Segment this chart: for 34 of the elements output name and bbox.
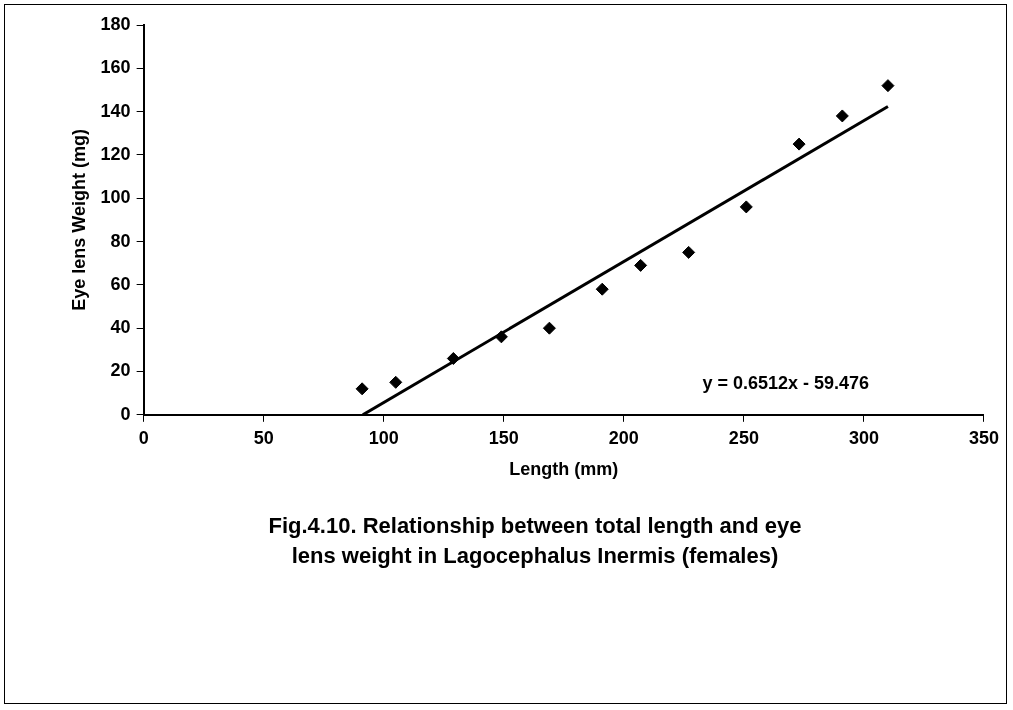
- x-axis-title: Length (mm): [509, 459, 619, 480]
- y-tick-label: 160: [100, 57, 131, 78]
- y-tick-label: 40: [110, 317, 131, 338]
- point: [355, 382, 369, 396]
- x-tick-label: 350: [968, 427, 1000, 448]
- x-tick-label: 200: [608, 427, 639, 448]
- y-tick-label: 140: [100, 100, 131, 121]
- point: [595, 282, 609, 296]
- y-tick-label: 20: [110, 360, 131, 381]
- point: [634, 258, 648, 272]
- point: [542, 321, 556, 335]
- point: [881, 79, 895, 93]
- x-tick-label: 0: [138, 427, 149, 448]
- y-tick-label: 120: [100, 143, 131, 164]
- x-tick-label: 150: [488, 427, 519, 448]
- y-axis-title: Eye lens Weight (mg): [68, 129, 89, 311]
- point: [446, 352, 460, 365]
- point: [792, 137, 806, 151]
- caption: Fig.4.10. Relationship between total length and eye lens weight in Lagocephalus Inermis (females): [267, 512, 803, 570]
- y-tick-label: 100: [100, 187, 131, 208]
- point: [835, 109, 849, 123]
- point: [389, 375, 403, 389]
- x-tick-label: 250: [728, 427, 759, 448]
- y-tick-label: 80: [110, 230, 131, 251]
- annotation: y = 0.6512x - 59.476: [702, 372, 870, 393]
- x-tick-label: 300: [848, 427, 879, 448]
- point: [494, 330, 508, 344]
- y-tick-label: 0: [120, 403, 131, 424]
- x-tick-label: 50: [253, 427, 274, 448]
- x-tick-label: 100: [368, 427, 399, 448]
- point: [739, 200, 753, 214]
- point: [682, 245, 696, 259]
- y-tick-label: 180: [100, 13, 131, 34]
- y-tick-label: 60: [110, 273, 131, 294]
